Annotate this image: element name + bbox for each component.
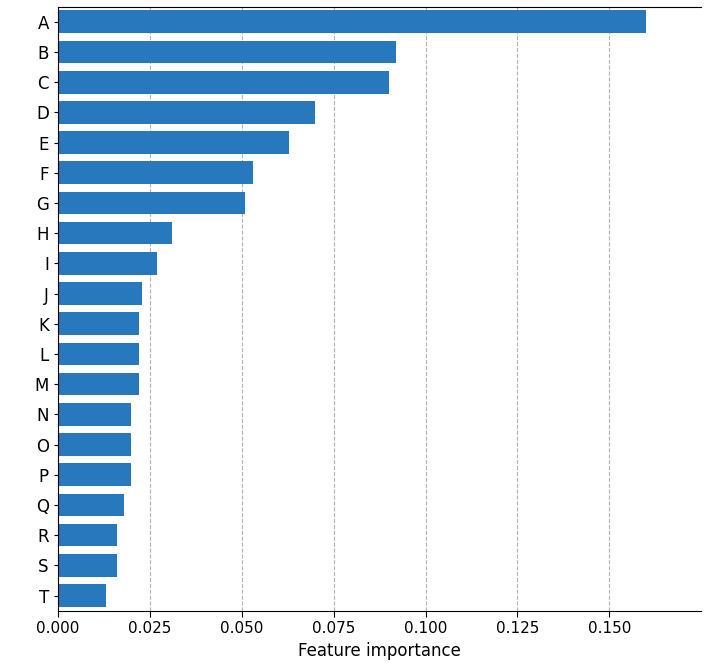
Bar [58, 192, 245, 214]
X-axis label: Feature importance: Feature importance [298, 641, 461, 660]
Bar [58, 524, 116, 546]
Bar [58, 132, 289, 154]
Bar [58, 252, 157, 274]
Bar [58, 282, 142, 305]
Bar [58, 464, 132, 486]
Bar [58, 162, 253, 184]
Bar [58, 71, 389, 93]
Bar [58, 222, 172, 244]
Bar [58, 101, 315, 123]
Bar [58, 11, 646, 33]
Bar [58, 554, 116, 576]
Bar [58, 433, 132, 456]
Bar [58, 494, 124, 516]
Bar [58, 584, 106, 607]
Bar [58, 343, 139, 365]
Bar [58, 403, 132, 425]
Bar [58, 41, 396, 63]
Bar [58, 313, 139, 335]
Bar [58, 373, 139, 395]
